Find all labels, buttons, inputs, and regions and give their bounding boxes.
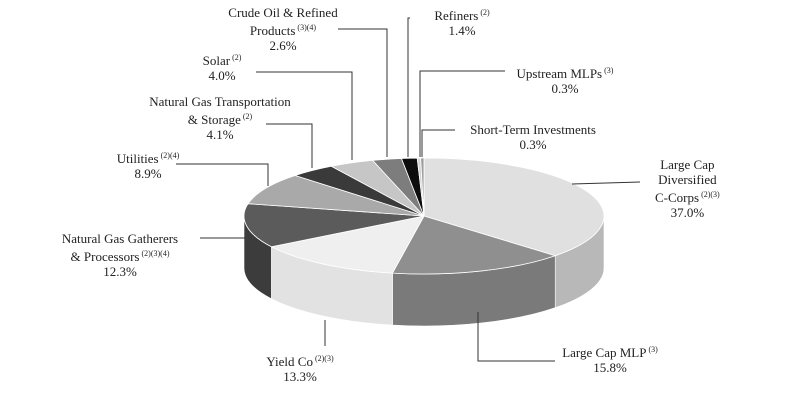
label-solar-line1: Solar xyxy=(202,53,231,68)
label-upstream: Upstream MLPs (3) 0.3% xyxy=(517,63,614,96)
label-crude-line2: Products xyxy=(249,23,296,38)
label-solar: Solar (2) 4.0% xyxy=(203,50,242,83)
pie-sides xyxy=(243,215,605,327)
pie-slice-short-term-investments xyxy=(420,157,425,217)
label-upstream-note: (3) xyxy=(604,66,614,75)
label-transport-line1: Natural Gas Transportation xyxy=(149,94,291,109)
pie-slice-yield-co xyxy=(270,215,425,274)
label-utilities-line1: Utilities xyxy=(116,151,159,166)
label-short-pct: 0.3% xyxy=(519,137,547,152)
label-upstream-line1: Upstream MLPs xyxy=(516,66,603,81)
label-refiners-note: (2) xyxy=(480,8,490,17)
label-gatherers-pct: 12.3% xyxy=(103,264,137,279)
label-gatherers-note: (2)(3)(4) xyxy=(141,249,170,258)
label-c-corps: Large Cap Diversified C-Corps (2)(3) 37.0… xyxy=(655,157,720,220)
label-gatherers: Natural Gas Gatherers & Processors (2)(3)… xyxy=(62,231,178,279)
label-utilities-note: (2)(4) xyxy=(160,151,180,160)
leader-line-short xyxy=(421,129,455,157)
label-crude-pct: 2.6% xyxy=(269,38,297,53)
label-c-corps-pct: 37.0% xyxy=(670,205,705,220)
label-gatherers-line2: & Processors xyxy=(70,249,140,264)
label-transport: Natural Gas Transportation & Storage (2) … xyxy=(149,94,291,142)
pie-slice-natural-gas-gatherers-processors xyxy=(243,203,425,248)
label-yield-note: (2)(3) xyxy=(314,354,334,363)
leader-line-upstream xyxy=(419,70,505,157)
label-mlp-pct: 15.8% xyxy=(593,360,627,375)
label-transport-line2: & Storage xyxy=(187,112,241,127)
label-crude-note: (3)(4) xyxy=(297,23,317,32)
pie-slice-large-cap-mlp xyxy=(391,215,557,275)
label-utilities: Utilities (2)(4) 8.9% xyxy=(117,148,180,181)
label-c-corps-line3: C-Corps xyxy=(655,190,700,205)
leader-line-transport xyxy=(266,123,313,168)
label-mlp-note: (3) xyxy=(648,345,658,354)
label-transport-note: (2) xyxy=(242,112,253,121)
label-solar-note: (2) xyxy=(232,53,242,62)
label-gatherers-line1: Natural Gas Gatherers xyxy=(61,231,179,246)
label-c-corps-note: (2)(3) xyxy=(701,190,720,199)
label-refiners-line1: Refiners xyxy=(434,8,479,23)
label-yield-pct: 13.3% xyxy=(283,369,317,384)
label-mlp-line1: Large Cap MLP xyxy=(562,345,647,360)
label-c-corps-line1: Large Cap xyxy=(660,157,715,172)
label-crude-line1: Crude Oil & Refined xyxy=(228,5,338,20)
leader-line-refiners xyxy=(407,17,410,157)
label-c-corps-line2: Diversified xyxy=(658,172,717,187)
leader-line-mlp xyxy=(477,312,555,362)
label-transport-pct: 4.1% xyxy=(206,127,234,142)
pie-slice-utilities xyxy=(247,175,425,217)
pie-slice-large-cap-diversified-c-corps xyxy=(423,157,605,257)
label-utilities-pct: 8.9% xyxy=(134,166,162,181)
label-upstream-pct: 0.3% xyxy=(551,81,579,96)
label-short-line1: Short-Term Investments xyxy=(470,122,596,137)
label-refiners: Refiners (2) 1.4% xyxy=(434,5,489,38)
label-yield: Yield Co (2)(3) 13.3% xyxy=(266,351,333,384)
label-solar-pct: 4.0% xyxy=(208,68,236,83)
pie-slices xyxy=(243,157,605,275)
label-refiners-pct: 1.4% xyxy=(448,23,476,38)
label-short: Short-Term Investments 0.3% xyxy=(470,122,596,152)
leader-line-solar xyxy=(256,71,353,160)
label-crude: Crude Oil & Refined Products (3)(4) 2.6% xyxy=(228,5,337,53)
leader-line-utilities xyxy=(176,163,269,186)
leader-line-c-corps xyxy=(571,181,641,185)
label-yield-line1: Yield Co xyxy=(266,354,313,369)
leader-line-crude xyxy=(338,28,388,157)
label-mlp: Large Cap MLP (3) 15.8% xyxy=(562,342,658,375)
leader-lines xyxy=(176,17,641,362)
